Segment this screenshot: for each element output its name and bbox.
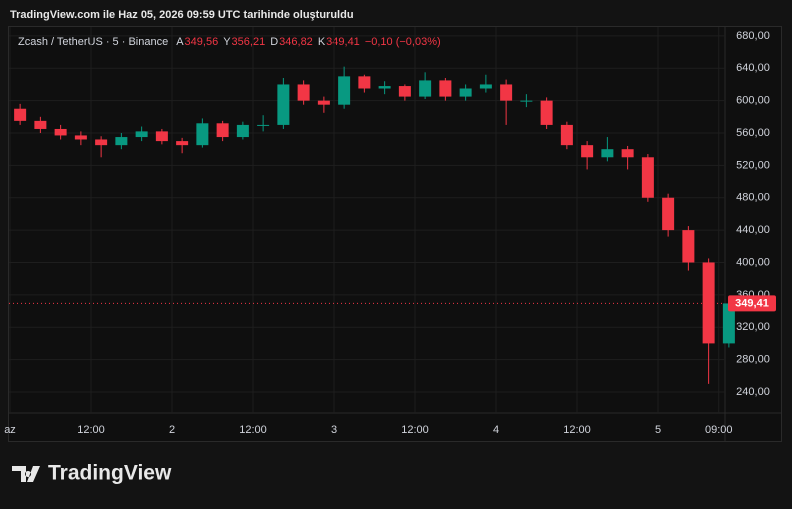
brand: TradingView <box>12 462 172 485</box>
x-tick-label: 12:00 <box>563 424 591 436</box>
candle-body <box>581 145 594 158</box>
y-tick-label: 680,00 <box>736 30 770 42</box>
candle-body <box>317 100 330 105</box>
y-tick-label: 440,00 <box>736 224 770 236</box>
candle-body <box>14 108 27 121</box>
candle-body <box>135 131 148 138</box>
candle-body <box>479 84 492 89</box>
candles <box>14 66 735 384</box>
symbol: Zcash / TetherUS · 5 · Binance <box>18 36 168 48</box>
candle-body <box>662 197 675 231</box>
brand-name: TradingView <box>48 462 172 485</box>
legend-value: 349,41 <box>326 36 360 48</box>
axes: 240,00280,00320,00360,00400,00440,00480,… <box>4 30 776 436</box>
x-tick-label: 12:00 <box>239 424 267 436</box>
y-tick-label: 520,00 <box>736 159 770 171</box>
y-tick-label: 560,00 <box>736 127 770 139</box>
candle-body <box>702 262 715 344</box>
candle-body <box>236 124 249 138</box>
x-tick-label: 12:00 <box>77 424 105 436</box>
candle-body <box>419 80 432 97</box>
x-tick-label: 09:00 <box>705 424 733 436</box>
y-tick-label: 480,00 <box>736 192 770 204</box>
candle-body <box>398 86 411 97</box>
x-tick-label: 2 <box>169 424 175 436</box>
candle-body <box>34 120 47 129</box>
candle-body <box>459 88 472 97</box>
candle-body <box>115 137 128 146</box>
legend-value: 356,21 <box>232 36 266 48</box>
candle-body <box>155 131 168 142</box>
legend-value: 349,56 <box>185 36 219 48</box>
candle-body <box>500 84 513 101</box>
legend-value: 346,82 <box>279 36 313 48</box>
legend-key: K <box>318 36 326 48</box>
ohlc-legend: A 349,56 Y 356,21 D 346,82 K 349,41 −0,10 (−0,03… <box>176 36 440 48</box>
candle-body <box>682 230 695 263</box>
x-tick-label: 12:00 <box>401 424 429 436</box>
candle-body <box>439 80 452 97</box>
candle-body <box>297 84 310 101</box>
candle-body <box>601 149 614 158</box>
legend-change: −0,10 (−0,03%) <box>365 36 441 48</box>
x-tick-label: 5 <box>655 424 661 436</box>
y-tick-label: 320,00 <box>736 321 770 333</box>
header-title: TradingView.com ile Haz 05, 2026 09:59 U… <box>10 9 354 21</box>
legend-key: Y <box>223 36 231 48</box>
grid <box>9 27 725 413</box>
candle-body <box>277 84 290 125</box>
candle-body <box>722 303 735 344</box>
candle-body <box>54 128 67 136</box>
y-tick-label: 240,00 <box>736 386 770 398</box>
last-price-label: 349,41 <box>735 297 769 309</box>
candle-body <box>74 135 87 140</box>
legend-key: A <box>176 36 184 48</box>
y-tick-label: 280,00 <box>736 353 770 365</box>
x-tick-label: 3 <box>331 424 337 436</box>
chart-frame <box>8 26 782 442</box>
candle-body <box>257 124 270 126</box>
candle-body <box>540 100 553 125</box>
y-tick-label: 600,00 <box>736 95 770 107</box>
candle-body <box>95 139 108 146</box>
candle-body <box>358 76 371 89</box>
candle-body <box>560 124 573 146</box>
candle-body <box>338 76 351 105</box>
x-tick-label: 4 <box>493 424 499 436</box>
y-tick-label: 640,00 <box>736 62 770 74</box>
candle-body <box>520 100 533 102</box>
last-price-box <box>728 295 776 312</box>
candle-body <box>216 123 229 138</box>
candle-body <box>621 149 634 158</box>
candle-body <box>176 141 189 146</box>
brand-logo <box>12 466 40 482</box>
legend-key: D <box>270 36 278 48</box>
candle-body <box>641 157 654 198</box>
x-tick-label: az <box>4 424 16 436</box>
candle-body <box>196 123 209 146</box>
candle-body <box>378 86 391 89</box>
y-tick-label: 400,00 <box>736 256 770 268</box>
